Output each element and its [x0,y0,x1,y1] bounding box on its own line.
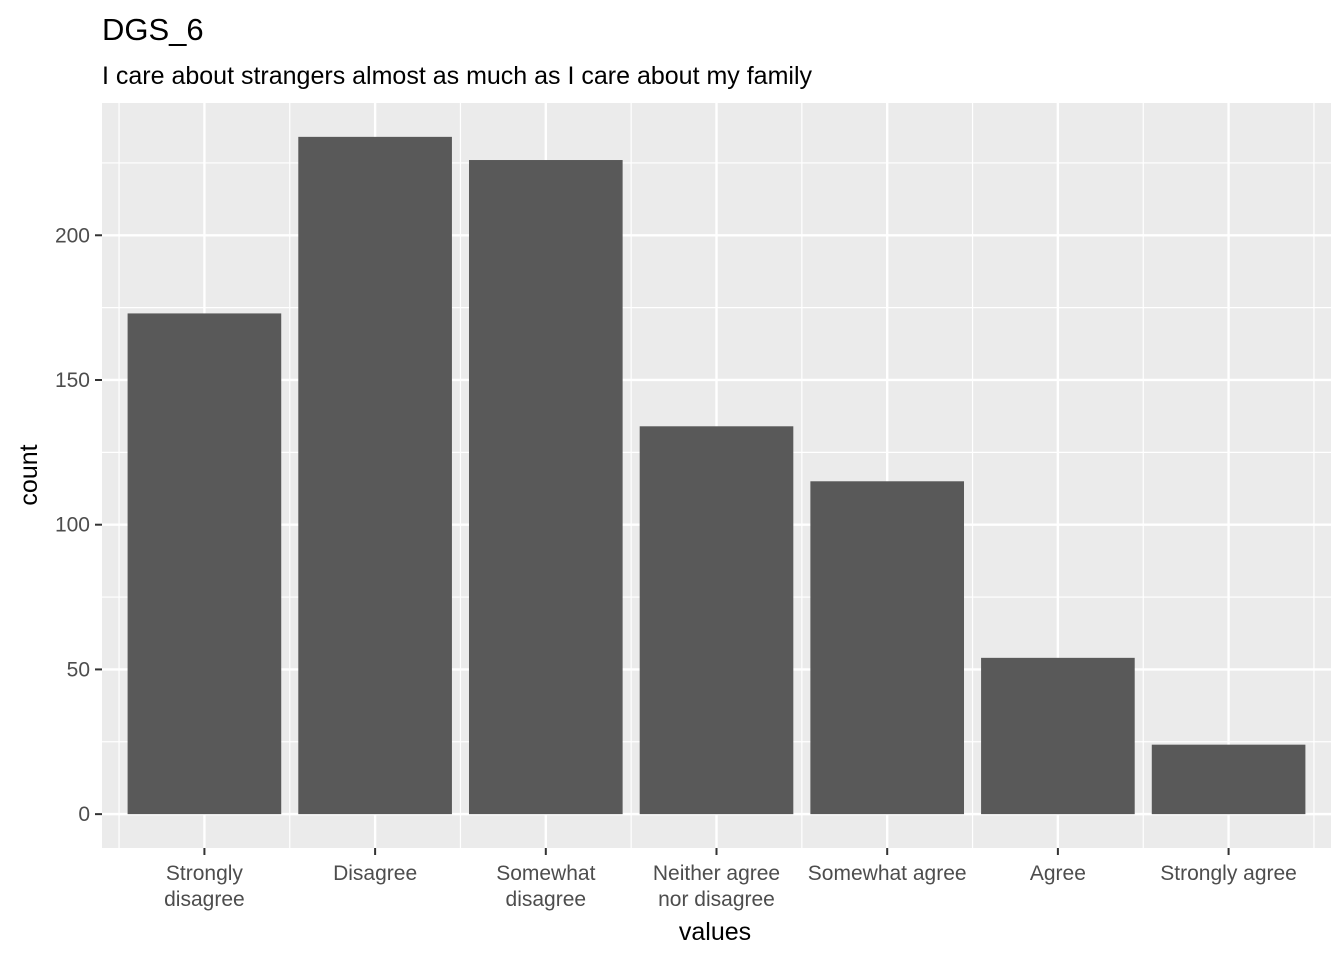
x-tick-label-line: Somewhat agree [808,862,967,885]
bar [468,160,623,815]
x-tick-label: Agree [1030,862,1086,885]
y-axis: 0 50 100 150 200 [55,224,102,826]
bars [127,136,1306,815]
x-tick-label-line: disagree [164,888,245,911]
y-tick-label: 200 [55,224,90,247]
chart-title: DGS_6 [102,12,204,47]
x-tick-label-line: Agree [1030,862,1086,885]
x-tick-label-line: Strongly [166,862,244,885]
y-tick-label: 50 [67,658,90,681]
x-tick-label-line: Somewhat [496,862,595,885]
y-tick-label: 100 [55,514,90,537]
x-tick-label-line: Strongly agree [1160,862,1297,885]
x-axis-title: values [679,918,751,946]
bar [981,657,1135,815]
x-tick-label-line: disagree [506,888,587,911]
x-tick-label: Strongly agree [1160,862,1297,885]
y-axis-title: count [15,444,43,505]
bar [127,313,282,815]
chart-subtitle: I care about strangers almost as much as… [102,62,813,90]
y-tick-label: 0 [78,803,90,826]
bar [298,136,452,815]
x-axis: Strongly disagree Disagree Somewhat disagree… [164,848,1297,911]
x-tick-label-line: Neither agree [653,862,780,885]
x-tick-label: Somewhat disagree [496,862,595,911]
x-tick-label: Neither agree nor disagree [653,862,780,911]
y-tick-label: 150 [55,369,90,392]
x-tick-label: Strongly disagree [164,862,245,911]
x-tick-label-line: nor disagree [658,888,775,911]
x-tick-label-line: Disagree [333,862,417,885]
x-tick-label: Disagree [333,862,417,885]
bar [1151,744,1306,815]
x-tick-label: Somewhat agree [808,862,967,885]
bar [810,481,965,815]
bar [639,426,794,815]
